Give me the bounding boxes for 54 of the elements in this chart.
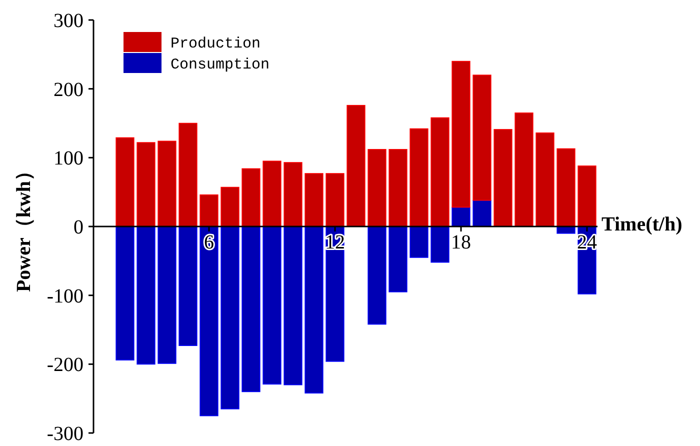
bar [136,226,156,365]
bar [158,140,176,227]
bar [284,162,302,227]
x-tick-label: 18 [451,232,471,254]
bar [430,226,450,263]
y-tick-label: 100 [54,148,84,170]
bar [304,226,324,394]
y-tick-label: -200 [46,354,84,376]
bar [178,226,198,346]
bar [200,194,218,227]
bar [304,173,324,227]
bar [220,186,240,227]
y-tick-label: 200 [54,78,84,101]
bar [368,226,386,325]
bar [326,226,344,362]
bar [388,149,408,227]
y-tick-label: 0 [74,216,84,238]
bar [200,226,218,416]
bar [578,166,596,227]
bar [410,128,428,227]
bar [220,226,240,410]
bar [536,132,554,227]
bar [556,148,576,227]
bar [178,122,198,227]
bar [136,142,156,227]
bar [388,226,408,292]
bar [242,168,260,227]
bar [494,129,512,227]
bar [452,206,470,227]
y-axis-title: Power（kwh） [13,160,35,292]
bar [116,226,134,360]
bar [262,160,282,227]
bar [472,74,492,201]
bar [472,200,492,227]
x-tick-label: 12 [325,232,345,254]
bar [368,149,386,227]
bar [242,226,260,392]
bar [410,226,428,258]
x-axis-title: Time(t/h) [602,214,682,236]
x-tick-label: 6 [204,232,214,254]
bar [116,137,134,227]
y-tick-label: -300 [46,423,84,445]
bar [158,226,176,364]
bar [430,117,450,227]
bar [284,226,302,386]
bar [262,226,282,385]
bar [346,104,366,227]
bar [452,60,470,208]
legend-label: Production [170,35,261,52]
bar [514,112,534,227]
legend-label: Consumption [170,56,270,74]
y-tick-label: -100 [46,285,84,308]
y-tick-label: 300 [54,10,84,32]
bar [326,173,344,227]
